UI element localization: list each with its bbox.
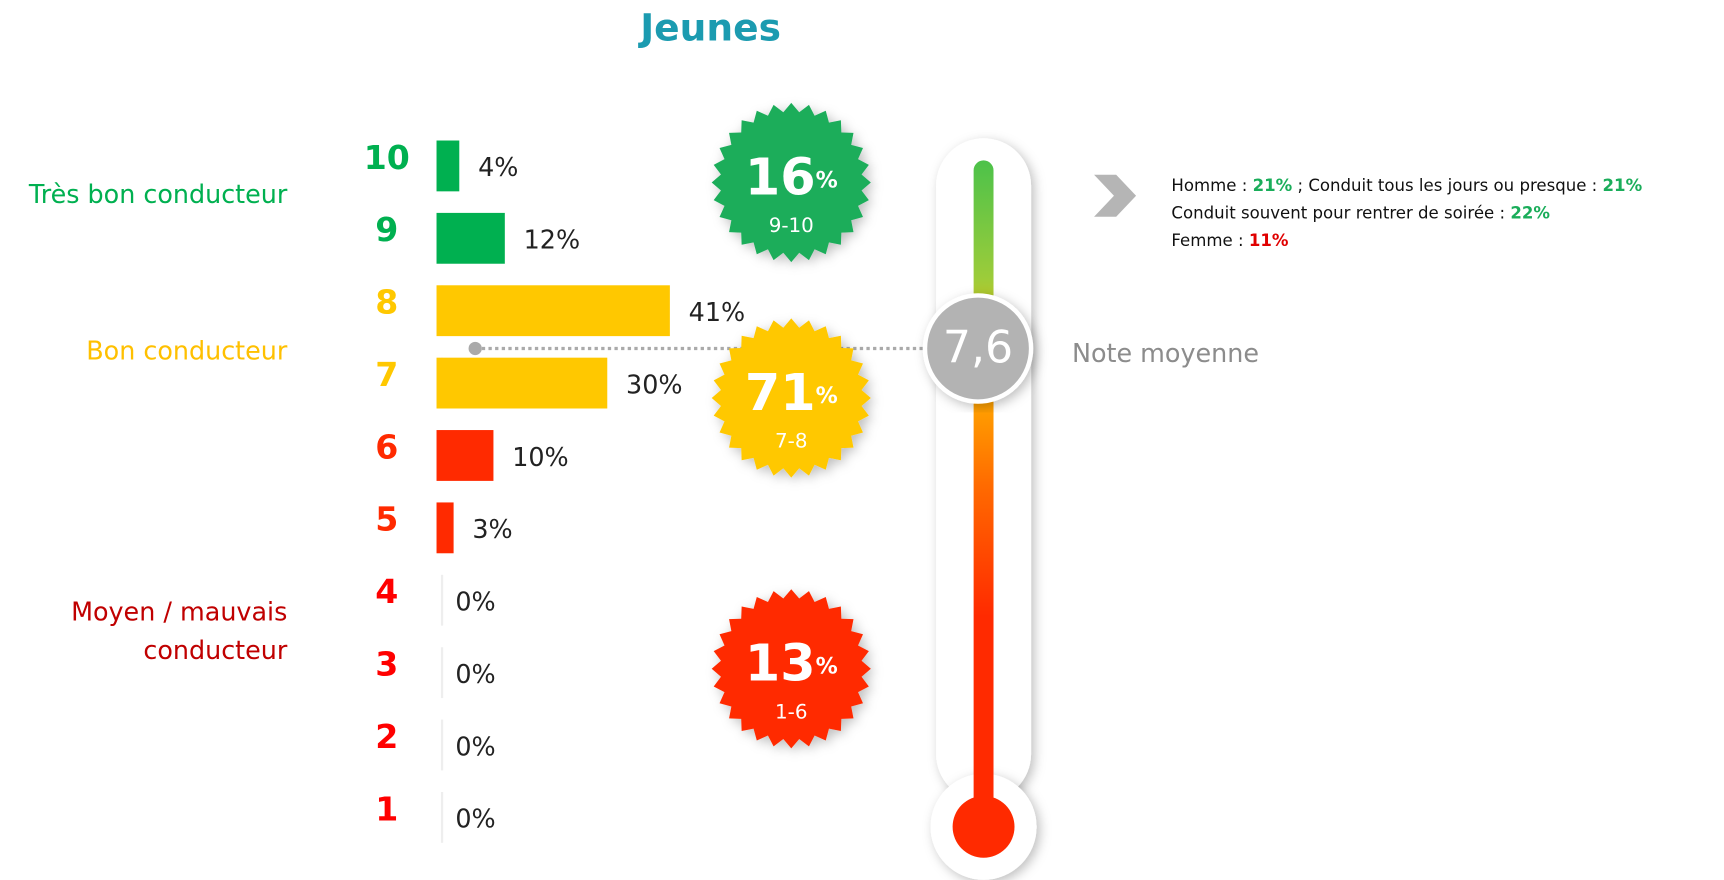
bar — [436, 285, 670, 337]
category-label: 9 — [375, 210, 398, 249]
note-part: ; Conduit tous les jours ou presque : — [1292, 175, 1602, 194]
category-label: 8 — [375, 283, 398, 322]
badge-unit: % — [816, 382, 838, 408]
badge-number: 71 — [745, 363, 816, 422]
badge-value: 13% — [745, 634, 838, 693]
value-label: 4% — [478, 152, 518, 182]
value-label: 41% — [689, 297, 745, 327]
badge-number: 16 — [745, 147, 816, 206]
category-label: 3 — [375, 644, 398, 683]
average-marker — [922, 293, 1034, 404]
bar — [436, 357, 608, 409]
category-label: 5 — [375, 500, 398, 539]
bar — [436, 502, 454, 554]
category-label: 1 — [375, 789, 398, 828]
bar — [436, 430, 494, 481]
category-label: 10 — [364, 138, 410, 177]
note-part: 22% — [1510, 203, 1550, 222]
value-label: 0% — [455, 659, 495, 689]
bar — [436, 212, 505, 264]
group-label: Moyen / mauvais — [71, 597, 287, 627]
note-part: 11% — [1249, 231, 1289, 250]
badge-range: 7-8 — [775, 430, 807, 453]
badge — [711, 318, 871, 478]
average-label: 7,6 — [943, 323, 1013, 374]
badge-number: 13 — [745, 634, 816, 693]
badge-value: 71% — [745, 363, 838, 422]
note-part: Homme : — [1171, 175, 1252, 194]
badge-value: 16% — [745, 147, 838, 206]
value-label: 0% — [455, 804, 495, 834]
category-label: 7 — [375, 355, 398, 394]
arrow — [1094, 174, 1137, 217]
value-label: 3% — [472, 514, 512, 544]
note-part: 21% — [1253, 175, 1293, 194]
value-label: 30% — [626, 369, 682, 399]
category-label: 2 — [375, 717, 398, 756]
badge — [711, 102, 871, 263]
bar — [436, 140, 460, 192]
average-dot — [468, 341, 482, 356]
category-label: 6 — [375, 427, 398, 466]
note: Femme : 11% — [1171, 231, 1288, 250]
value-label: 12% — [524, 225, 580, 255]
category-label: 4 — [375, 572, 398, 611]
note-part: 21% — [1603, 175, 1643, 194]
badge-range: 9-10 — [769, 214, 814, 237]
note: Conduit souvent pour rentrer de soirée :… — [1171, 203, 1550, 222]
value-label: 0% — [455, 587, 495, 617]
group-label: conducteur — [143, 635, 288, 665]
badge — [711, 589, 871, 749]
group-label: Très bon conducteur — [28, 179, 288, 209]
note-part: Conduit souvent pour rentrer de soirée : — [1171, 203, 1510, 222]
group-label: Bon conducteur — [86, 336, 288, 366]
note-part: Femme : — [1171, 231, 1248, 250]
badge-range: 1-6 — [775, 700, 807, 723]
value-label: 10% — [512, 442, 568, 472]
chart-title: Jeunes — [637, 5, 781, 49]
value-label: 0% — [455, 731, 495, 761]
badge-unit: % — [816, 167, 838, 193]
thermometer — [930, 138, 1037, 880]
average-caption: Note moyenne — [1072, 338, 1259, 368]
badge-unit: % — [816, 653, 838, 679]
note: Homme : 21% ; Conduit tous les jours ou … — [1171, 175, 1642, 194]
